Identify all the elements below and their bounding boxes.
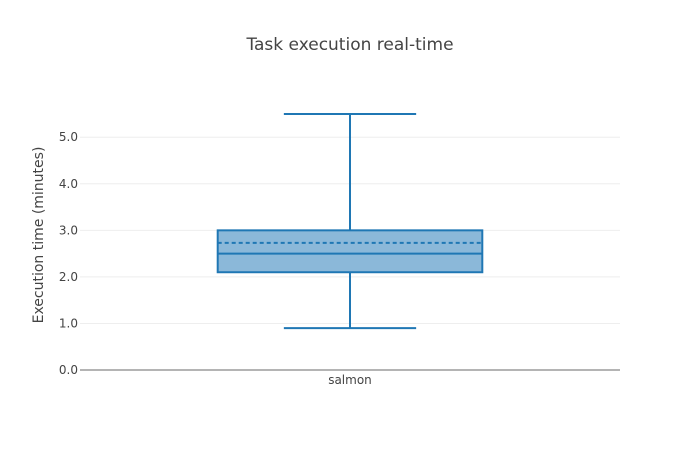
y-axis-label: Execution time (minutes) [31, 147, 47, 324]
y-tick-label: 1.0 [59, 316, 78, 330]
chart-title: Task execution real-time [245, 35, 453, 55]
x-tick-label: salmon [328, 373, 372, 387]
box-iqr [216, 229, 484, 274]
y-tick-label: 0.0 [59, 363, 78, 377]
y-tick-label: 3.0 [59, 223, 78, 237]
axes: 0.0 1.0 2.0 3.0 4.0 5.0 salmon [59, 130, 620, 387]
y-tick-label: 2.0 [59, 270, 78, 284]
y-tick-label: 5.0 [59, 130, 78, 144]
box-traces [216, 112, 484, 330]
y-tick-label: 4.0 [59, 177, 78, 191]
